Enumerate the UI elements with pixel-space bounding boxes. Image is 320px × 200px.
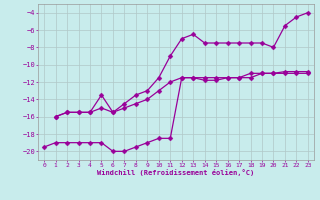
X-axis label: Windchill (Refroidissement éolien,°C): Windchill (Refroidissement éolien,°C) <box>97 169 255 176</box>
